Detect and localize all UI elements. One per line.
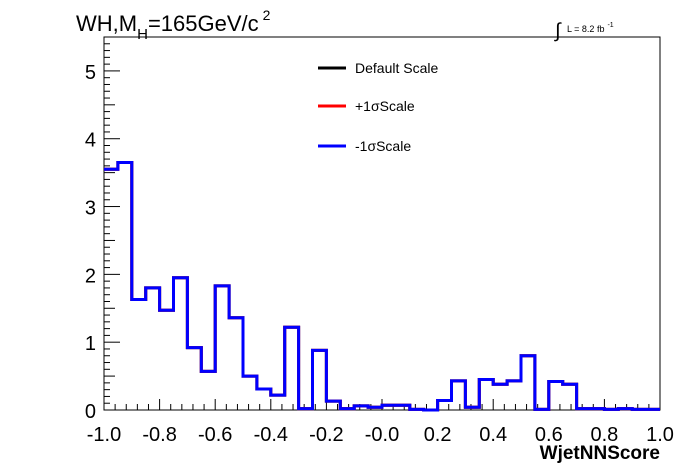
- x-tick-label: 0.6: [535, 424, 563, 446]
- x-tick-label: -0.4: [254, 424, 288, 446]
- x-tick-label: 0.8: [590, 424, 618, 446]
- x-tick-label: 0.2: [424, 424, 452, 446]
- plot-frame: [103, 36, 661, 411]
- legend-label: Default Scale: [355, 60, 438, 76]
- x-tick-label: -0.8: [142, 424, 176, 446]
- x-axis-ticks: -1.0 -0.8 -0.6 -0.4 -0.2 -0.0 0.2 0.4 0.6 0.8 1.0: [87, 399, 674, 446]
- x-tick-label: -1.0: [87, 424, 121, 446]
- series-2: [104, 160, 660, 412]
- legend-label: -1σScale: [355, 138, 411, 154]
- y-tick-label: 4: [85, 130, 96, 152]
- y-tick-label: 2: [85, 265, 96, 287]
- x-tick-label: -0.2: [309, 424, 343, 446]
- x-tick-label: 0.4: [479, 424, 507, 446]
- y-tick-label: 3: [85, 198, 96, 220]
- series-layer: [104, 160, 660, 412]
- x-tick-label: 1.0: [646, 424, 674, 446]
- y-axis-ticks: 0 1 2 3 4 5: [85, 36, 120, 423]
- legend: Default Scale +1σScale -1σScale: [318, 60, 438, 154]
- y-tick-label: 0: [85, 401, 96, 423]
- luminosity-integral: ∫: [554, 20, 562, 42]
- y-tick-label: 1: [85, 333, 96, 355]
- x-tick-label: -0.0: [365, 424, 399, 446]
- x-tick-label: -0.6: [198, 424, 232, 446]
- legend-label: +1σScale: [355, 98, 415, 114]
- x-axis-label: WjetNNScore: [540, 443, 660, 464]
- plot-title: WH,MH=165GeV/c 2: [76, 7, 271, 43]
- histogram-step-line: [104, 160, 660, 412]
- luminosity-label: L = 8.2 fb -1: [567, 22, 614, 34]
- y-tick-label: 5: [85, 62, 96, 84]
